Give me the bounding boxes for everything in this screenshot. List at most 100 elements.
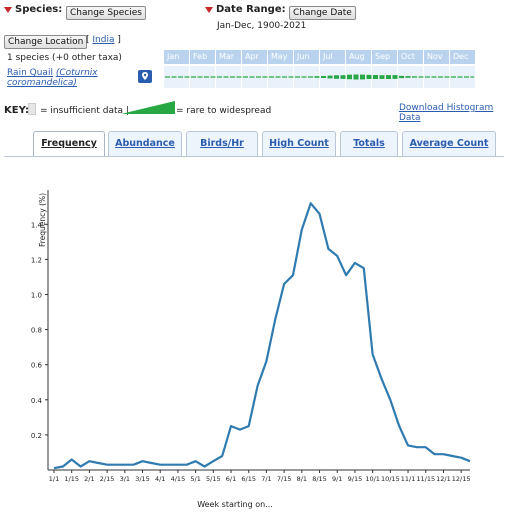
histogram-bar — [431, 76, 437, 78]
histogram-bar — [405, 76, 411, 78]
histogram-bar — [249, 76, 255, 78]
x-tick-label: 3/15 — [135, 475, 150, 483]
histogram-bar — [425, 76, 430, 78]
histogram-bar — [386, 75, 391, 79]
month-header-aug: Aug — [346, 50, 371, 64]
histogram-bar — [165, 76, 170, 78]
tab-totals[interactable]: Totals — [340, 131, 398, 156]
x-tick-label: 1/1 — [49, 475, 59, 483]
x-tick-label: 2/15 — [100, 475, 115, 483]
histogram-bar — [314, 76, 320, 78]
x-tick-label: 4/15 — [171, 475, 186, 483]
x-tick-label: 9/15 — [348, 475, 363, 483]
histogram-bar — [197, 76, 203, 78]
histogram-bar — [418, 76, 424, 78]
histogram-bar — [334, 75, 339, 79]
x-tick-label: 12/1 — [436, 475, 451, 483]
x-tick-label: 5/15 — [206, 475, 221, 483]
x-axis-label: Week starting on... — [197, 500, 273, 509]
histogram-bar — [366, 74, 372, 79]
tab-high-count[interactable]: High Count — [262, 131, 336, 156]
x-tick-label: 12/15 — [452, 475, 471, 483]
histogram-bar — [217, 76, 222, 78]
month-header-nov: Nov — [424, 50, 449, 64]
x-tick-label: 11/15 — [416, 475, 435, 483]
histogram-bar — [399, 75, 404, 79]
histogram-bar — [444, 76, 450, 78]
tab-divider — [4, 156, 504, 157]
histogram-bar — [412, 76, 417, 78]
histogram-bar — [236, 76, 242, 78]
histogram-bar — [282, 76, 287, 78]
month-header-apr: Apr — [242, 50, 267, 64]
x-tick-label: 8/1 — [297, 475, 307, 483]
tab-average-count[interactable]: Average Count — [402, 131, 496, 156]
location-link[interactable]: India — [92, 35, 115, 45]
y-tick-label: 0.8 — [31, 327, 42, 335]
histogram-bar — [457, 76, 463, 78]
species-label-group: Species: — [4, 4, 62, 15]
histogram-bar — [379, 75, 385, 79]
species-scientific-name[interactable]: (Coturnix coromandelica) — [7, 68, 98, 88]
x-tick-label: 2/1 — [84, 475, 94, 483]
y-tick-label: 0.4 — [31, 397, 43, 405]
histogram-bar — [288, 76, 294, 78]
y-axis-label: Frequency (%) — [38, 193, 47, 247]
histogram-bar — [392, 75, 398, 79]
date-range-label: Date Range: — [216, 4, 286, 15]
histogram-bar — [353, 74, 359, 80]
y-tick-label: 1.4 — [31, 221, 43, 229]
x-tick-label: 10/15 — [381, 475, 400, 483]
species-row-name[interactable]: Rain Quail (Coturnix coromandelica) — [7, 68, 135, 88]
frequency-series-line — [53, 202, 471, 470]
x-tick-label: 11/1 — [401, 475, 416, 483]
histogram-bar — [295, 76, 300, 78]
month-header-mar: Mar — [216, 50, 241, 64]
insufficient-text: = insufficient data | — [40, 106, 129, 116]
month-header-jul: Jul — [320, 50, 345, 64]
x-tick-label: 6/1 — [226, 475, 236, 483]
location-group: [ India ] — [86, 35, 121, 45]
histogram-bar — [464, 76, 469, 78]
month-header-may: May — [268, 50, 293, 64]
species-count: 1 species (+0 other taxa) — [7, 53, 122, 63]
change-date-button[interactable]: Change Date — [289, 6, 356, 20]
date-range-value: Jan-Dec, 1900-2021 — [217, 21, 307, 31]
histogram-bar — [184, 76, 190, 78]
key-row: KEY: = insufficient data | = rare to wid… — [4, 101, 514, 123]
x-tick-label: 6/15 — [241, 475, 256, 483]
histogram-bar — [308, 76, 313, 78]
histogram-bar — [327, 75, 333, 79]
histogram-bar — [210, 76, 216, 78]
histogram-bar — [438, 76, 443, 78]
month-header-oct: Oct — [398, 50, 423, 64]
histogram-bar — [262, 76, 268, 78]
histogram-bar — [269, 76, 274, 78]
x-tick-label: 5/1 — [190, 475, 200, 483]
month-header-jan: Jan — [164, 50, 189, 64]
x-tick-label: 4/1 — [155, 475, 165, 483]
histogram-bar — [373, 75, 378, 79]
histogram-bar — [451, 76, 456, 78]
map-pin-icon[interactable] — [138, 70, 152, 83]
tab-abundance[interactable]: Abundance — [108, 131, 182, 156]
histogram-bar — [360, 74, 365, 80]
change-species-button[interactable]: Change Species — [66, 6, 146, 20]
x-tick-label: 8/15 — [312, 475, 327, 483]
month-header-sep: Sep — [372, 50, 397, 64]
histogram-bar — [204, 76, 209, 78]
histogram-bar — [171, 76, 177, 78]
download-histogram-link[interactable]: Download Histogram Data — [399, 103, 494, 123]
y-tick-label: 1.0 — [31, 292, 42, 300]
histogram-bar — [347, 74, 352, 80]
tab-birds-hr[interactable]: Birds/Hr — [186, 131, 258, 156]
date-range-label-group: Date Range: — [205, 4, 286, 15]
histogram-bar — [230, 76, 235, 78]
change-location-button[interactable]: Change Location — [4, 35, 88, 49]
histogram-bar — [340, 75, 346, 79]
y-tick-label: 0.2 — [31, 432, 42, 440]
tab-frequency[interactable]: Frequency — [33, 131, 105, 157]
x-tick-label: 10/1 — [365, 475, 380, 483]
species-common-name[interactable]: Rain Quail — [7, 68, 53, 78]
triangle-down-icon — [205, 6, 213, 13]
